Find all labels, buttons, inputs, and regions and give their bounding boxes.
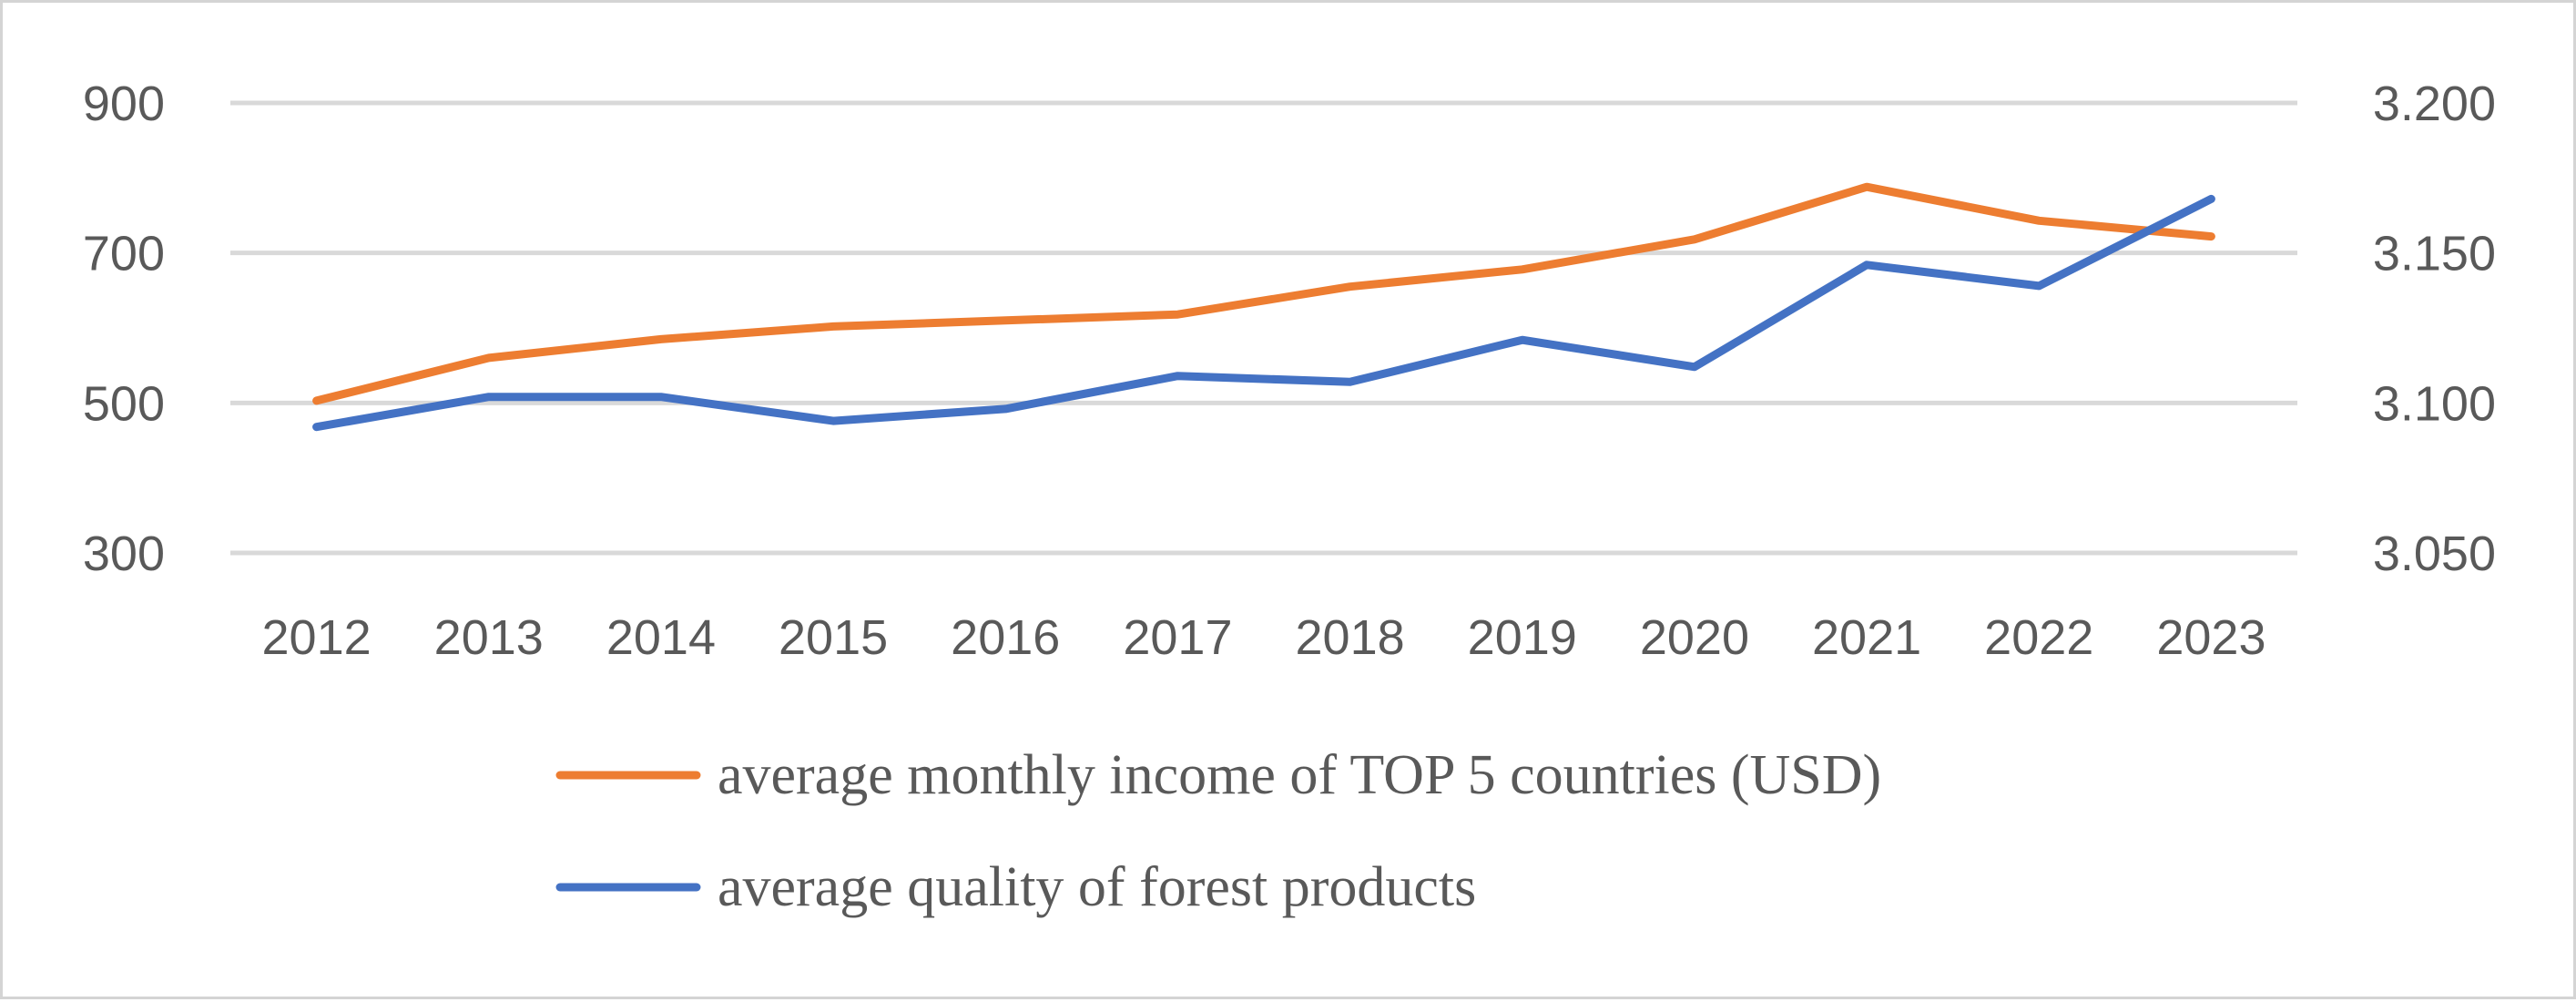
y-left-tick-label: 900 (83, 77, 165, 131)
x-tick-label: 2021 (1812, 610, 1921, 665)
y-right-tick-label: 3.100 (2373, 376, 2496, 431)
x-tick-label: 2013 (434, 610, 544, 665)
legend: average monthly income of TOP 5 countrie… (560, 744, 1881, 918)
x-tick-label: 2022 (1984, 610, 2093, 665)
x-tick-label: 2014 (606, 610, 716, 665)
series-line-income (317, 187, 2212, 401)
series-line-quality (317, 199, 2212, 426)
legend-label-quality: average quality of forest products (718, 856, 1476, 918)
y-right-tick-label: 3.150 (2373, 227, 2496, 281)
x-tick-label: 2018 (1296, 610, 1405, 665)
x-tick-label: 2012 (262, 610, 372, 665)
x-tick-label: 2017 (1123, 610, 1232, 665)
y-left-tick-label: 500 (83, 376, 165, 431)
y-left-tick-label: 700 (83, 227, 165, 281)
x-tick-label: 2015 (779, 610, 888, 665)
line-chart: 900 700 500 300 3.200 3.150 3.100 3.050 2012 20… (3, 3, 2576, 1002)
x-tick-label: 2016 (951, 610, 1060, 665)
y-right-tick-label: 3.200 (2373, 77, 2496, 131)
x-tick-label: 2023 (2156, 610, 2265, 665)
y-left-tick-label: 300 (83, 527, 165, 581)
legend-label-income: average monthly income of TOP 5 countrie… (718, 744, 1881, 806)
y-right-tick-label: 3.050 (2373, 527, 2496, 581)
x-tick-label: 2020 (1640, 610, 1749, 665)
x-tick-label: 2019 (1468, 610, 1577, 665)
